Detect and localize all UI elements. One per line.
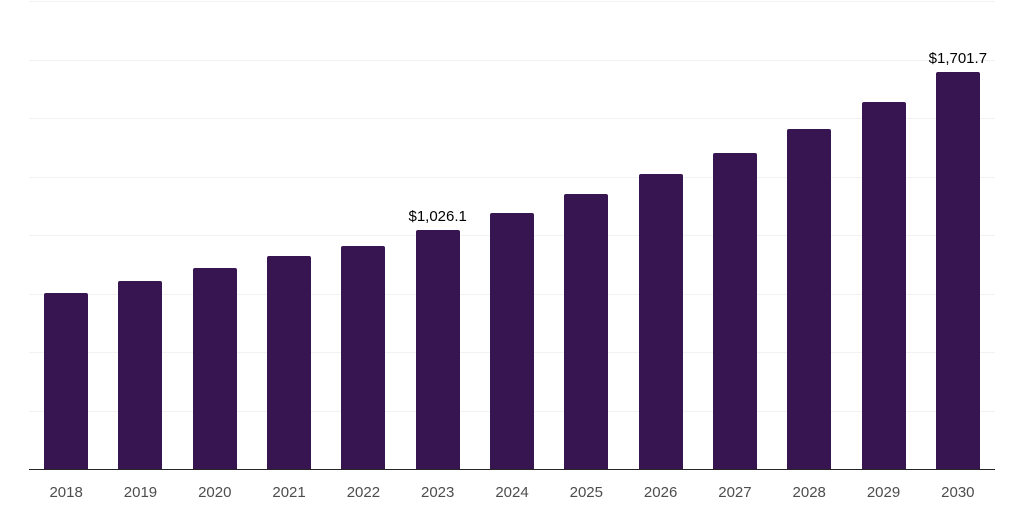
bar-2026[interactable]	[638, 174, 683, 470]
bar-2021[interactable]	[267, 256, 312, 470]
x-tick-2018: 2018	[49, 484, 83, 501]
x-tick-2024: 2024	[495, 484, 529, 501]
bar-2030[interactable]	[935, 71, 980, 470]
x-axis-line	[29, 468, 995, 470]
bar-2028[interactable]	[787, 129, 832, 470]
x-tick-2021: 2021	[272, 484, 306, 501]
x-tick-2022: 2022	[346, 484, 381, 501]
plot-area: $1,026.1 $1,701.7	[29, 0, 995, 470]
bar-2019[interactable]	[118, 280, 163, 470]
gridline	[29, 1, 995, 2]
bar-2024[interactable]	[490, 213, 534, 470]
x-tick-2030: 2030	[941, 484, 975, 501]
x-tick-2029: 2029	[866, 484, 901, 501]
bar-2018[interactable]	[44, 292, 89, 470]
x-tick-2026: 2026	[643, 484, 678, 501]
x-tick-2027: 2027	[718, 484, 752, 501]
data-label-2023: $1,026.1	[408, 207, 467, 225]
bar-2027[interactable]	[712, 152, 757, 470]
bar-2020[interactable]	[192, 267, 237, 470]
gridline	[29, 176, 995, 178]
bar-2022[interactable]	[341, 245, 386, 470]
x-tick-2028: 2028	[792, 484, 826, 501]
gridline	[29, 118, 995, 119]
x-tick-2020: 2020	[198, 484, 232, 501]
x-tick-2019: 2019	[123, 484, 158, 501]
gridline	[29, 59, 995, 61]
x-tick-2023: 2023	[421, 484, 455, 501]
bar-2029[interactable]	[861, 101, 906, 470]
x-tick-2025: 2025	[569, 484, 603, 501]
x-axis-labels: 2018 2019 2020 2021 2022 2023 2024 2025 2026 2027…	[29, 470, 995, 512]
data-label-2030: $1,701.7	[928, 49, 988, 67]
bar-2025[interactable]	[564, 194, 609, 470]
bar-2023[interactable]	[415, 229, 460, 470]
